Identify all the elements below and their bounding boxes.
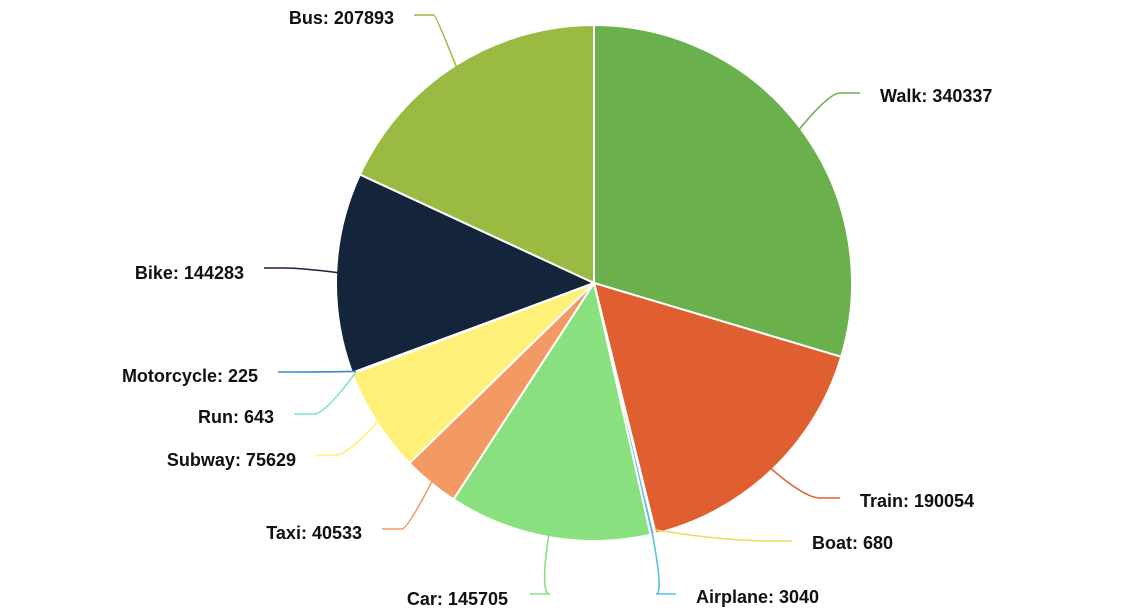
slice-label-train: Train: 190054: [860, 491, 974, 511]
leader-line-boat: [654, 528, 792, 542]
leader-line-subway: [316, 418, 381, 456]
slice-label-airplane: Airplane: 3040: [696, 587, 819, 607]
leader-line-run: [294, 371, 357, 415]
slice-label-bike: Bike: 144283: [135, 263, 244, 283]
leader-line-bike: [264, 267, 341, 274]
slice-label-bus: Bus: 207893: [289, 8, 394, 28]
slice-label-run: Run: 643: [198, 407, 274, 427]
slice-label-taxi: Taxi: 40533: [266, 523, 362, 543]
leader-line-walk: [797, 92, 860, 132]
slice-label-motorcycle: Motorcycle: 225: [122, 366, 258, 386]
leader-line-bus: [414, 14, 459, 70]
slice-label-car: Car: 145705: [407, 589, 508, 609]
leader-line-airplane: [650, 530, 676, 595]
pie-slices: [335, 23, 853, 542]
slice-label-walk: Walk: 340337: [880, 86, 992, 106]
pie-slice-walk[interactable]: [593, 23, 853, 359]
slice-label-boat: Boat: 680: [812, 533, 893, 553]
leader-line-car: [530, 532, 551, 595]
slice-label-subway: Subway: 75629: [167, 450, 296, 470]
leader-lines: [264, 14, 860, 595]
leader-line-motorcycle: [278, 370, 356, 373]
leader-line-train: [768, 466, 840, 499]
leader-line-taxi: [382, 479, 434, 530]
slice-labels: Walk: 340337 Train: 190054 Boat: 680 Airpla…: [122, 8, 992, 609]
